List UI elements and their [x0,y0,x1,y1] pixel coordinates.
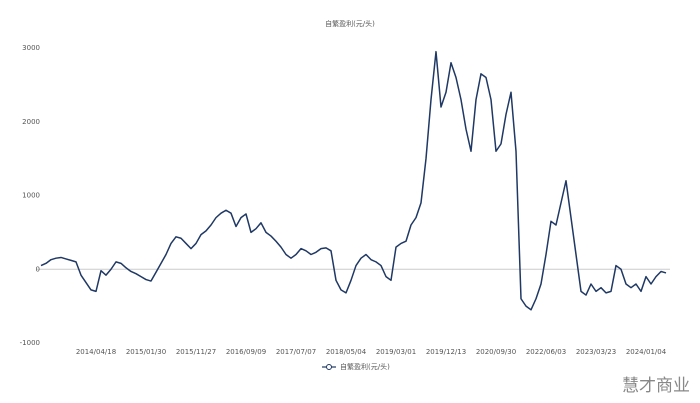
y-tick-label: 0 [36,265,40,273]
x-tick-label: 2019/12/13 [426,348,466,356]
watermark: 慧才商业 [622,376,690,396]
chart-title: 自繁盈利(元/头) [325,19,375,28]
x-tick-label: 2016/09/09 [226,348,266,356]
x-tick-label: 2017/07/07 [276,348,316,356]
x-tick-label: 2019/03/01 [376,348,416,356]
y-tick-label: -1000 [20,339,40,347]
y-tick-label: 1000 [22,192,40,200]
x-tick-label: 2022/06/03 [526,348,566,356]
x-tick-label: 2020/09/30 [476,348,516,356]
x-tick-label: 2024/01/04 [626,348,667,356]
legend-label: 自繁盈利(元/头) [340,362,390,371]
x-tick-label: 2023/03/23 [576,348,616,356]
x-tick-label: 2015/01/30 [126,348,166,356]
y-tick-label: 3000 [22,44,40,52]
line-series [40,50,667,311]
x-tick-label: 2018/05/04 [326,348,367,356]
x-tick-label: 2015/11/27 [176,348,216,356]
x-tick-label: 2014/04/18 [76,348,116,356]
legend-marker [326,364,332,370]
y-tick-label: 2000 [22,118,40,126]
